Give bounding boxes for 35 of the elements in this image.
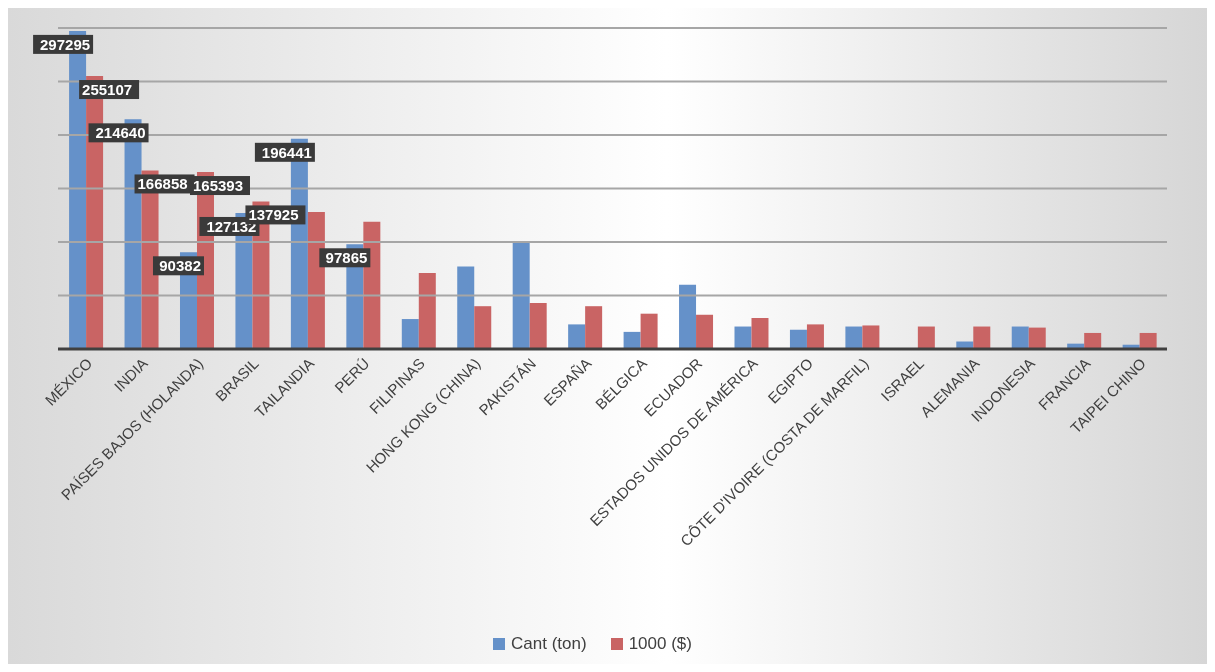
bar	[474, 306, 492, 349]
bar	[845, 326, 863, 349]
bar	[806, 324, 824, 349]
bar	[734, 326, 752, 349]
bar	[401, 319, 419, 349]
data-label: 196441	[261, 143, 312, 161]
bar	[696, 314, 714, 349]
bar	[623, 331, 641, 349]
data-label: 214640	[95, 124, 146, 142]
data-label: 255107	[82, 81, 133, 99]
bar	[679, 284, 697, 349]
bar	[751, 317, 769, 349]
bar	[640, 313, 658, 349]
data-label: 90382	[159, 257, 201, 275]
data-label: 165393	[192, 177, 244, 195]
data-label: 97865	[325, 249, 368, 267]
bar	[1028, 327, 1046, 349]
legend-label: 1000 ($)	[628, 634, 692, 654]
bar	[512, 243, 530, 349]
bar	[862, 325, 880, 349]
bar	[917, 326, 935, 349]
bar	[585, 306, 603, 349]
bar	[1011, 326, 1029, 349]
bar	[418, 273, 436, 349]
bar	[1139, 332, 1157, 349]
bar	[1084, 332, 1102, 349]
bar	[568, 324, 586, 349]
legend-label: Cant (ton)	[511, 634, 587, 654]
bar	[789, 329, 807, 349]
bar	[529, 302, 547, 349]
data-label: 166858	[137, 175, 188, 193]
bar	[307, 212, 325, 349]
bar	[457, 266, 475, 349]
bar	[973, 326, 991, 349]
data-label: 297295	[40, 35, 91, 53]
